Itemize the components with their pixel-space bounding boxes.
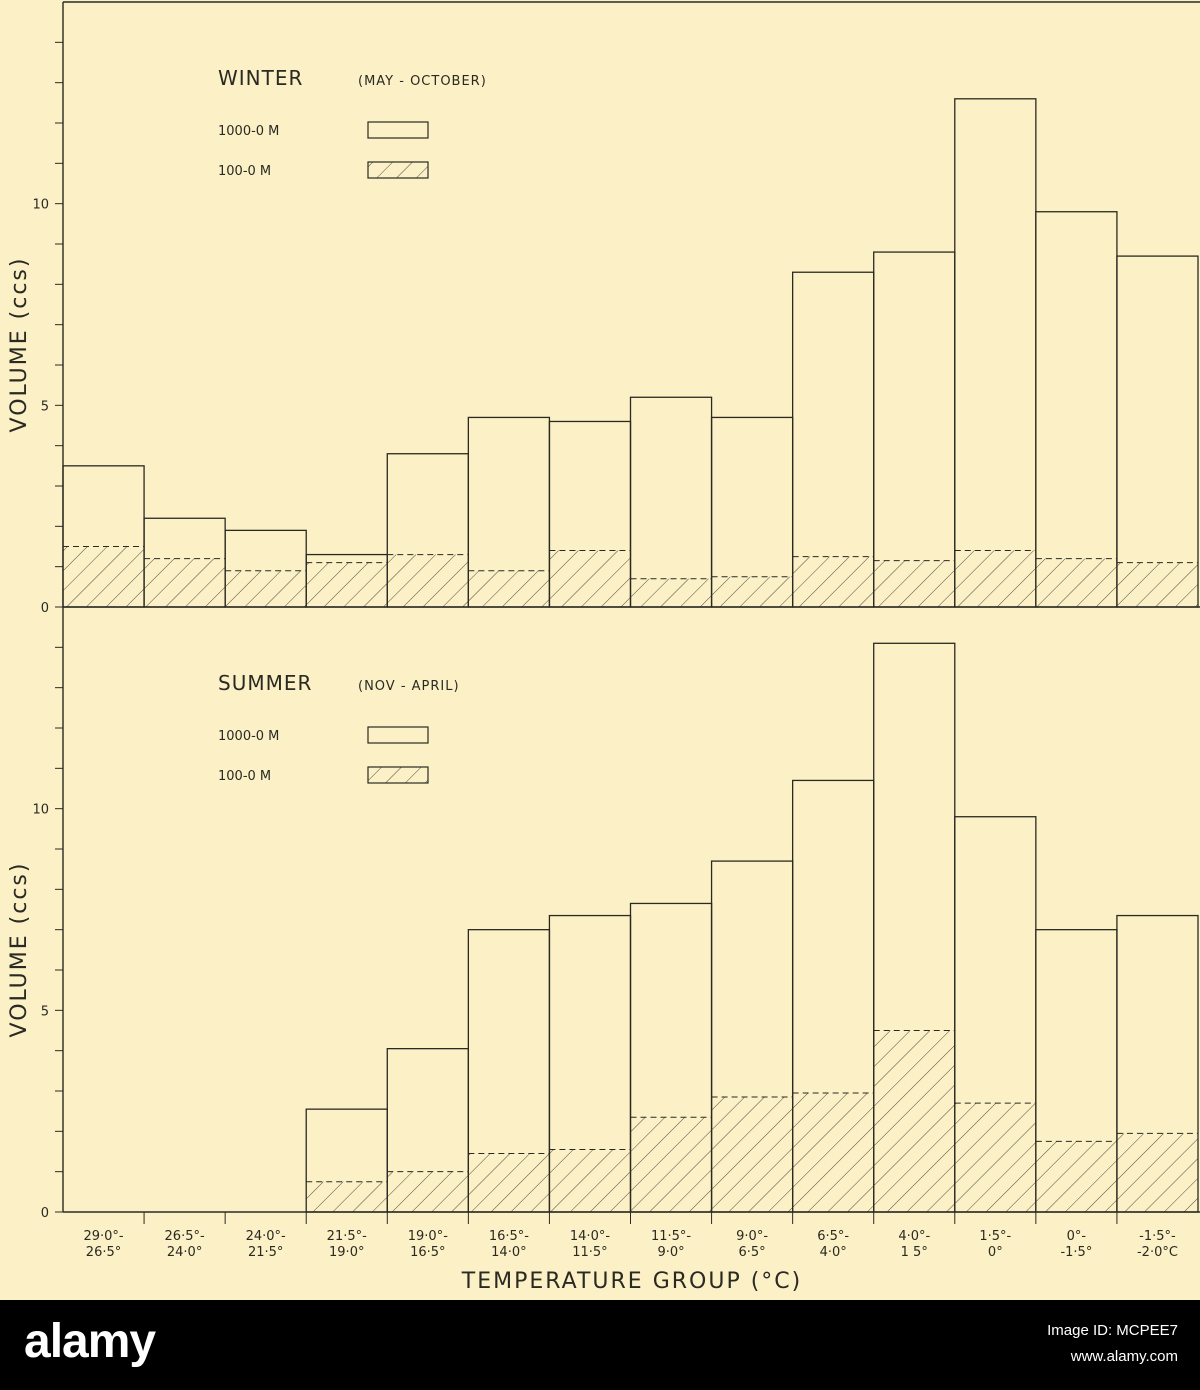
bar-1000m: [954, 98, 1037, 608]
x-tick-label: 1 5°: [901, 1245, 928, 1260]
bar-100m: [549, 550, 631, 607]
x-tick-label: 11·5°-: [651, 1229, 691, 1244]
x-tick-label: 26·5°-: [165, 1229, 205, 1244]
x-tick-label: 24·0°: [167, 1245, 202, 1260]
y-tick-label: 5: [41, 1004, 49, 1019]
x-tick-label: 4·0°-: [898, 1229, 930, 1244]
bar-100m: [387, 1171, 469, 1212]
x-tick-label: 11·5°: [572, 1245, 607, 1260]
x-tick-label: 19·0°-: [408, 1229, 448, 1244]
bar-100m: [792, 1093, 874, 1212]
legend-swatch-open: [367, 121, 429, 139]
x-tick-label: 16·5°-: [489, 1229, 529, 1244]
x-tick-label: -1·5°: [1060, 1245, 1092, 1260]
bar-100m: [549, 1149, 631, 1212]
x-tick-label: 24·0°-: [246, 1229, 286, 1244]
legend-label-100m: 100-0 M: [218, 769, 271, 784]
x-tick-label: 6·5°: [739, 1245, 766, 1260]
x-tick-label: 21·5°: [248, 1245, 283, 1260]
x-tick-label: 14·0°-: [570, 1229, 610, 1244]
bar-100m: [1116, 1133, 1198, 1212]
bar-1000m: [629, 396, 713, 608]
watermark-logo: alamy: [24, 1315, 156, 1368]
bar-100m: [873, 1030, 955, 1212]
bar-100m: [711, 576, 793, 607]
x-tick-label: 9·0°: [657, 1245, 684, 1260]
bar-100m: [954, 1103, 1036, 1212]
y-axis-label: VOLUME (ccs): [7, 862, 32, 1038]
x-tick-label: 16·5°: [410, 1245, 445, 1260]
bar-100m: [468, 570, 550, 607]
bar-100m: [630, 1117, 712, 1212]
bar-100m: [63, 546, 145, 607]
x-tick-label: 29·0°-: [83, 1229, 123, 1244]
legend-label-100m: 100-0 M: [218, 164, 271, 179]
bar-1000m: [1035, 211, 1118, 608]
bar-100m: [1035, 1141, 1117, 1212]
bar-100m: [1035, 558, 1117, 607]
y-tick-label: 0: [41, 1206, 49, 1221]
bar-100m: [954, 550, 1036, 607]
x-tick-label: 14·0°: [491, 1245, 526, 1260]
x-tick-label: 21·5°-: [327, 1229, 367, 1244]
bar-100m: [873, 560, 955, 607]
legend-label-1000m: 1000-0 M: [218, 124, 279, 139]
image-id-text: Image ID: MCPEE7: [1047, 1322, 1178, 1339]
bar-100m: [630, 578, 712, 607]
panel-bottom: [55, 607, 1200, 1224]
bar-100m: [792, 556, 874, 607]
y-tick-label: 5: [41, 399, 49, 414]
bar-100m: [306, 1181, 388, 1212]
panel-top: [55, 1, 1200, 608]
bar-100m: [387, 554, 469, 607]
bar-100m: [468, 1153, 550, 1212]
watermark-bar: alamy Image ID: MCPEE7 www.alamy.com: [0, 1300, 1200, 1390]
y-tick-label: 10: [32, 803, 49, 818]
legend-label-1000m: 1000-0 M: [218, 729, 279, 744]
legend-swatch-hatched: [367, 161, 429, 179]
x-tick-label: 19·0°: [329, 1245, 364, 1260]
x-tick-label: 6·5°-: [817, 1229, 849, 1244]
bar-100m: [306, 562, 388, 607]
x-tick-label: 9·0°-: [736, 1229, 768, 1244]
x-axis-label: TEMPERATURE GROUP (°C): [461, 1269, 802, 1294]
legend-title: WINTER: [218, 66, 303, 90]
legend-subtitle: (NOV - APRIL): [358, 679, 460, 694]
bar-100m: [1116, 562, 1198, 607]
x-tick-label: 0°: [988, 1245, 1003, 1260]
legend-swatch-open: [367, 726, 429, 744]
legend-subtitle: (MAY - OCTOBER): [358, 74, 487, 89]
x-tick-label: 26·5°: [86, 1245, 121, 1260]
legend-title: SUMMER: [218, 671, 312, 695]
x-tick-label: 4·0°: [820, 1245, 847, 1260]
x-tick-label: 0°-: [1067, 1229, 1087, 1244]
x-tick-label: -2·0°C: [1137, 1245, 1178, 1260]
x-tick-label: -1·5°-: [1139, 1229, 1176, 1244]
watermark-id: Image ID: MCPEE7 www.alamy.com: [1047, 1318, 1178, 1370]
bar-1000m: [873, 251, 956, 608]
bar-100m: [144, 558, 226, 607]
legend-swatch-hatched: [367, 766, 429, 784]
y-tick-label: 10: [32, 198, 49, 213]
bar-1000m: [1116, 255, 1199, 608]
bar-100m: [711, 1097, 793, 1212]
x-tick-label: 1·5°-: [979, 1229, 1011, 1244]
y-tick-label: 0: [41, 601, 49, 616]
url-text: www.alamy.com: [1070, 1348, 1178, 1365]
y-axis-label: VOLUME (ccs): [7, 257, 32, 433]
bar-100m: [225, 570, 307, 607]
